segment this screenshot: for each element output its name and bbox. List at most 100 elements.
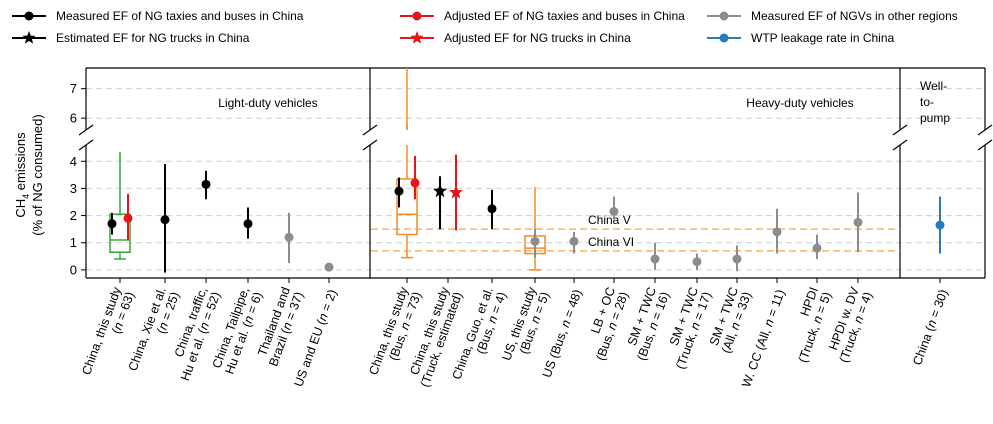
panel-title-well-to-pump: Well- — [920, 79, 947, 93]
data-point-dot — [609, 207, 619, 216]
legend-item: Measured EF of NGVs in other regions — [707, 9, 958, 23]
data-point-dot — [394, 186, 404, 196]
panel-title-light-duty: Light-duty vehicles — [218, 96, 317, 110]
data-point-dot — [160, 215, 170, 225]
y-tick-label: 1 — [70, 235, 77, 250]
legend-label: WTP leakage rate in China — [751, 31, 895, 45]
reference-line-label: China VI — [588, 235, 634, 249]
axis-break-mark — [892, 139, 908, 151]
data-point — [569, 231, 579, 254]
data-point — [410, 155, 420, 200]
data-point — [530, 229, 540, 258]
data-point — [487, 189, 497, 230]
panel-title-heavy-duty: Heavy-duty vehicles — [746, 96, 853, 110]
y-tick-label: 2 — [70, 208, 77, 223]
boxplot — [109, 151, 131, 260]
panel-title-well-to-pump: to- — [920, 95, 934, 109]
axis-break-mark — [977, 124, 993, 136]
legend-label: Measured EF of NGVs in other regions — [751, 9, 958, 23]
boxplot-box — [396, 178, 418, 236]
legend-dot-icon — [719, 11, 729, 21]
data-point — [609, 196, 619, 221]
data-point — [284, 212, 294, 264]
axis-break-mark — [362, 139, 378, 151]
x-tick-label: LB + OC(Bus, n = 28) — [580, 285, 631, 362]
legend-item: Measured EF of NG taxies and buses in Ch… — [12, 9, 304, 23]
panel-title-well-to-pump: pump — [920, 111, 950, 125]
x-tick-label: HPDI(Truck, n = 5) — [782, 285, 834, 364]
data-point-dot — [530, 236, 540, 246]
data-point-dot — [650, 254, 660, 264]
boxplot — [396, 68, 418, 259]
data-point — [324, 262, 334, 272]
y-tick-label: 6 — [70, 111, 77, 126]
boxplots — [109, 68, 546, 271]
reference-lines: China V China VI — [371, 213, 900, 252]
axis-break-mark — [78, 139, 94, 151]
data-point-dot — [853, 217, 863, 227]
legend-label: Measured EF of NG taxies and buses in Ch… — [56, 9, 304, 23]
legend-label: Adjusted EF for NG trucks in China — [444, 31, 631, 45]
data-point — [448, 154, 464, 231]
data-point-star-icon — [432, 183, 448, 198]
data-point — [394, 177, 404, 208]
data-point-dot — [487, 204, 497, 214]
y-tick-label: 3 — [70, 181, 77, 196]
legend-star-icon — [22, 31, 36, 44]
data-point-dot — [410, 178, 420, 188]
data-point-dot — [201, 179, 211, 189]
data-point — [432, 176, 448, 230]
legend-item: Adjusted EF for NG trucks in China — [400, 31, 631, 45]
x-tick-labels: China, this study(n = 63)China, Xie et a… — [79, 278, 951, 389]
legend-dot-icon — [412, 11, 422, 21]
axes: 0 1 2 3 4 6 7 CH4 emissions (% of NG consumed) Li… — [13, 67, 993, 279]
data-point — [772, 208, 782, 254]
boxplot-box — [109, 213, 131, 253]
data-point-dot — [569, 236, 579, 246]
y-axis-label-units: (% of NG consumed) — [30, 114, 45, 235]
data-point — [692, 253, 702, 270]
data-points — [107, 154, 945, 273]
data-point-dot — [107, 219, 117, 229]
legend-item: WTP leakage rate in China — [707, 31, 895, 45]
axis-break-mark — [78, 124, 94, 136]
axis-break-mark — [892, 124, 908, 136]
data-point-dot — [692, 257, 702, 267]
legend-item: Estimated EF for NG trucks in China — [12, 31, 250, 45]
data-point-dot — [732, 254, 742, 264]
y-tick-label: 4 — [70, 154, 77, 169]
data-point — [812, 234, 822, 259]
legend: Measured EF of NG taxies and buses in Ch… — [12, 9, 958, 45]
axis-break-mark — [977, 139, 993, 151]
reference-line-label: China V — [588, 213, 631, 227]
y-axis-label: CH4 emissions — [13, 132, 31, 218]
legend-star-icon — [410, 31, 424, 44]
data-point-dot — [812, 243, 822, 253]
legend-label: Estimated EF for NG trucks in China — [56, 31, 250, 45]
data-point-dot — [935, 220, 945, 230]
data-point — [123, 193, 133, 240]
data-point — [160, 164, 170, 273]
data-point — [732, 245, 742, 272]
axis-break-mark — [362, 124, 378, 136]
legend-label: Adjusted EF of NG taxies and buses in Ch… — [444, 9, 685, 23]
legend-dot-icon — [719, 33, 729, 43]
data-point — [201, 170, 211, 200]
y-tick-label: 7 — [70, 81, 77, 96]
data-point-dot — [284, 232, 294, 242]
data-point-dot — [772, 227, 782, 237]
data-point-dot — [324, 262, 334, 272]
data-point-dot — [243, 219, 253, 229]
y-tick-label: 0 — [70, 262, 77, 277]
data-point-star-icon — [448, 185, 464, 199]
data-point-dot — [123, 213, 133, 223]
data-point — [935, 196, 945, 254]
legend-item: Adjusted EF of NG taxies and buses in Ch… — [400, 9, 685, 23]
x-tick-label: China (n = 30) — [910, 288, 950, 368]
legend-dot-icon — [24, 11, 34, 21]
data-point — [853, 192, 863, 253]
data-point — [243, 207, 253, 239]
data-point — [650, 242, 660, 270]
data-point — [107, 212, 117, 235]
